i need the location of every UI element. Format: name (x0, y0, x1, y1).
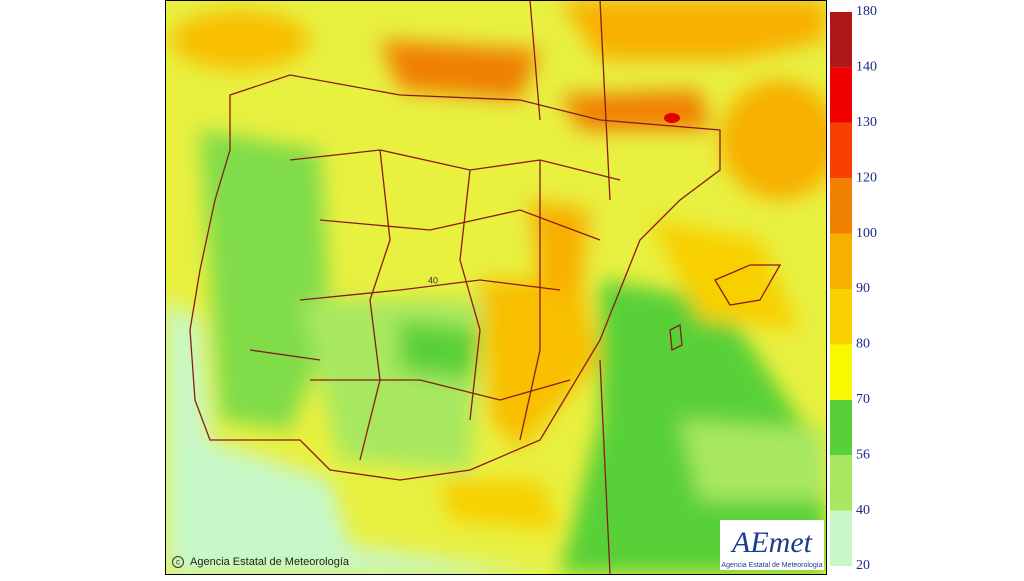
logo-subtitle: Agencia Estatal de Meteorología (721, 562, 822, 569)
legend-band (830, 122, 852, 179)
legend-band (830, 289, 852, 345)
legend-band (830, 67, 852, 123)
map-label: 40 (428, 275, 438, 285)
legend-band (830, 399, 852, 456)
credit: c Agencia Estatal de Meteorología (172, 556, 350, 568)
forecast-map: 40 (166, 1, 826, 574)
legend-band (830, 178, 852, 234)
legend-tick-label: 100 (856, 226, 877, 241)
legend-tick-label: 140 (856, 60, 877, 75)
legend-band (830, 12, 852, 68)
legend-tick-label: 70 (856, 392, 870, 407)
legend-band (830, 344, 852, 400)
legend-tick-label: 40 (856, 503, 870, 518)
legend-tick-label: 80 (856, 337, 870, 352)
credit-text: Agencia Estatal de Meteorología (190, 556, 350, 568)
logo: AEmet Agencia Estatal de Meteorología (720, 520, 824, 570)
legend-tick-label: 120 (856, 170, 877, 185)
logo-name: AEmet (730, 526, 813, 559)
legend-tick-label: 180 (856, 4, 877, 19)
copyright-icon (172, 556, 184, 568)
copyright-c: c (176, 558, 180, 567)
legend-band (830, 455, 852, 511)
color-legend: 20 40 56 70 80 90 100 120 130 140 180 (830, 4, 877, 573)
legend-band (830, 233, 852, 289)
legend-tick-label: 56 (856, 447, 870, 462)
legend-band (830, 510, 852, 566)
legend-tick-label: 90 (856, 281, 870, 296)
legend-tick-label: 20 (856, 558, 870, 573)
legend-tick-label: 130 (856, 115, 877, 130)
